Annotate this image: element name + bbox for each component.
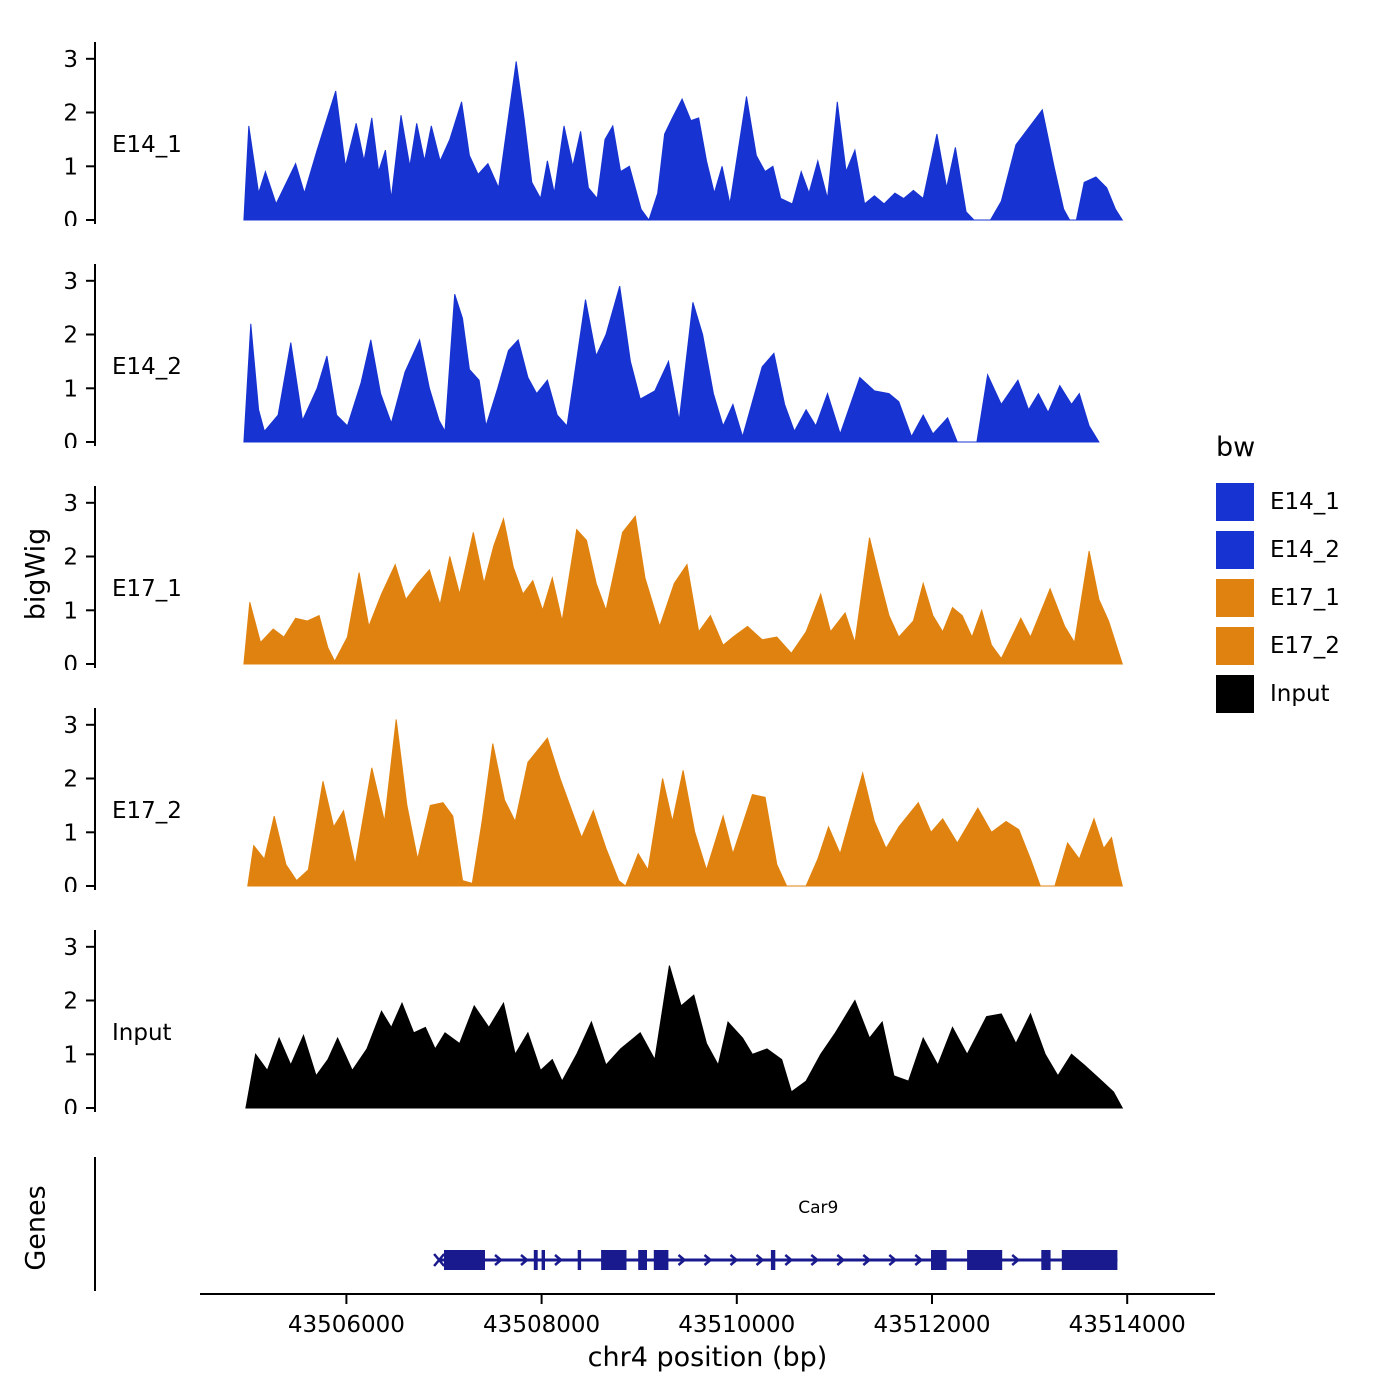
legend-swatch-icon [1216,579,1254,617]
x-axis-title: chr4 position (bp) [587,1342,828,1373]
track-label: Input [112,1020,172,1046]
strand-arrow-icon [494,1254,503,1266]
strand-arrow-icon [914,1254,924,1266]
track-E14_1: 0 1 2 3 E14_1 [0,34,1220,234]
exon-box [653,1250,669,1270]
x-tick-label: 43514000 [1069,1312,1186,1338]
exon-box [1061,1250,1118,1270]
x-tick-label: 43510000 [678,1312,795,1338]
y-tick-label: 3 [63,713,78,739]
y-tick-label: 3 [63,935,78,961]
coverage-area-E14_2 [243,285,1100,443]
legend: bw E14_1 E14_2 E17_1 E17_2 Input [1216,432,1340,723]
legend-swatch-icon [1216,531,1254,569]
tracks-container: 0 1 2 3 E14_1 0 1 2 3 E14_2 0 1 2 3 E17_1 0 1 2 3 E17_2 0 1 2 3… [0,34,1220,1122]
gene-start-marker [433,1253,446,1267]
gene-track-panel: Car9 [0,1155,1220,1297]
strand-arrow-icon [677,1254,687,1266]
y-tick-label: 2 [63,767,78,793]
legend-item-label: E14_1 [1270,489,1340,515]
strand-arrow-icon [862,1254,872,1266]
strand-arrow-icon [729,1254,739,1266]
strand-arrow-icon [810,1254,820,1266]
x-axis: 43506000 43508000 43510000 43512000 43514000 [0,1292,1260,1351]
exon-box [770,1250,776,1270]
coverage-area-E17_1 [243,514,1123,665]
legend-item-E17_1: E17_1 [1216,579,1340,617]
y-tick-label: 3 [63,491,78,517]
coverage-area-E17_2 [247,719,1123,887]
exon-box [931,1250,947,1270]
strand-arrow-icon [520,1254,529,1266]
y-tick-label: 1 [63,1042,78,1068]
strand-arrow-icon [888,1254,898,1266]
exon-box [444,1250,485,1270]
exon-box [638,1250,647,1270]
y-tick-label: 1 [63,154,78,180]
y-tick-label: 3 [63,47,78,73]
x-axis-plot: 43506000 43508000 43510000 43512000 43514000 [200,1293,1215,1338]
x-tick-label: 43508000 [483,1312,600,1338]
exon-box [601,1250,627,1270]
strand-arrow-icon [784,1254,794,1266]
exon-box [967,1250,1003,1270]
legend-item-E14_2: E14_2 [1216,531,1340,569]
legend-swatch-icon [1216,627,1254,665]
y-tick-label: 0 [63,652,78,670]
x-tick-label: 43506000 [288,1312,405,1338]
legend-item-label: E17_1 [1270,585,1340,611]
track-label: E14_1 [112,132,182,158]
strand-arrow-icon [755,1254,765,1266]
exon-box [1041,1250,1051,1270]
legend-item-E17_2: E17_2 [1216,627,1340,665]
track-E14_2: 0 1 2 3 E14_2 [0,256,1220,456]
y-tick-label: 2 [63,545,78,571]
track-label: E14_2 [112,354,182,380]
coverage-area-E14_1 [243,61,1124,222]
exon-box [541,1250,545,1270]
legend-item-label: E14_2 [1270,537,1340,563]
legend-items: E14_1 E14_2 E17_1 E17_2 Input [1216,483,1340,713]
y-tick-label: 3 [63,269,78,295]
gene-name-label: Car9 [798,1198,838,1218]
y-tick-label: 0 [63,430,78,448]
legend-swatch-icon [1216,675,1254,713]
y-tick-label: 2 [63,989,78,1015]
y-tick-label: 0 [63,874,78,892]
track-plot-E17_2: 0 1 2 3 E17_2 [63,708,1123,900]
legend-item-Input: Input [1216,675,1340,713]
track-plot-E17_1: 0 1 2 3 E17_1 [63,486,1123,678]
exon-box [533,1250,538,1270]
legend-item-label: Input [1270,681,1330,707]
track-E17_1: 0 1 2 3 E17_1 [0,478,1220,678]
y-tick-label: 1 [63,376,78,402]
track-Input: 0 1 2 3 Input [0,922,1220,1122]
strand-arrow-icon [554,1254,563,1266]
track-plot-E14_1: 0 1 2 3 E14_1 [63,42,1124,234]
y-tick-label: 0 [63,208,78,226]
y-tick-label: 2 [63,101,78,127]
exon-box [577,1250,582,1270]
gene-track-plot: Car9 [94,1157,1118,1291]
x-tick-label: 43512000 [873,1312,990,1338]
y-tick-label: 2 [63,323,78,349]
track-label: E17_2 [112,798,182,824]
track-plot-E14_2: 0 1 2 3 E14_2 [63,264,1100,456]
strand-arrow-icon [836,1254,846,1266]
track-E17_2: 0 1 2 3 E17_2 [0,700,1220,900]
y-tick-label: 1 [63,820,78,846]
coverage-area-Input [245,965,1124,1109]
y-tick-label: 1 [63,598,78,624]
legend-swatch-icon [1216,483,1254,521]
y-tick-label: 0 [63,1096,78,1114]
track-plot-Input: 0 1 2 3 Input [63,930,1124,1122]
track-label: E17_1 [112,576,182,602]
legend-title: bw [1216,432,1256,463]
strand-arrow-icon [703,1254,713,1266]
legend-item-label: E17_2 [1270,633,1340,659]
legend-item-E14_1: E14_1 [1216,483,1340,521]
strand-arrow-icon [1011,1254,1021,1266]
